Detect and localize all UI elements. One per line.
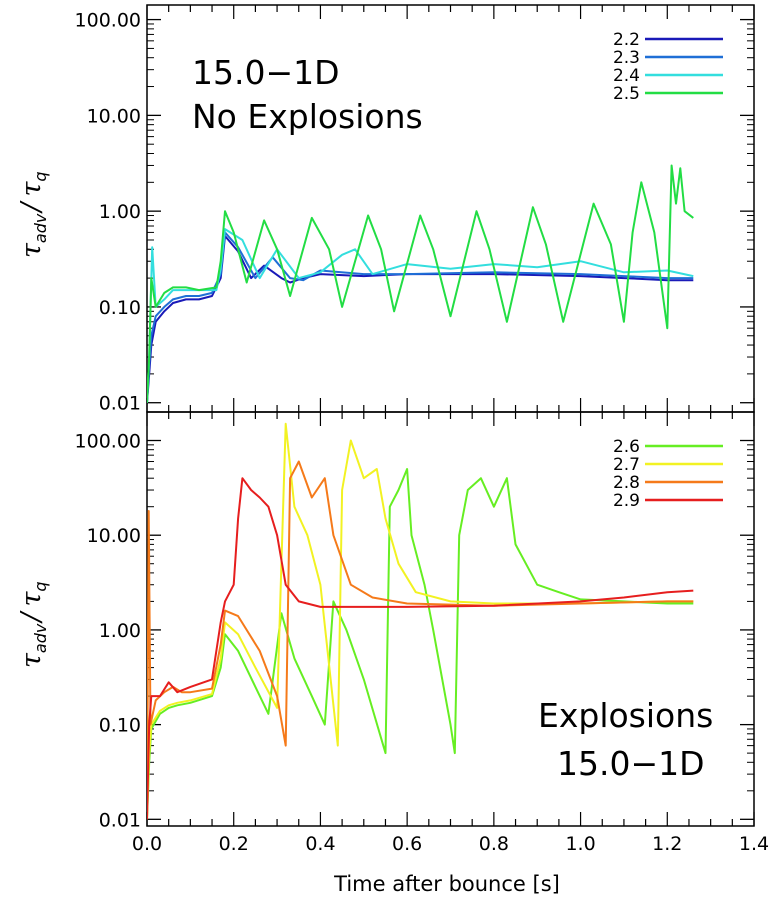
bottom-panel-annotation-1: Explosions — [538, 696, 713, 735]
series-line-2.2 — [147, 235, 694, 403]
bottom-y-axis-label: τadv/τq — [16, 581, 50, 668]
top-panel-annotation-1: 15.0−1D — [192, 53, 340, 92]
x-tick-label: 1.2 — [652, 833, 682, 855]
top-panel: 0.01 0.10 1.00 10.00 100.00 15.0−1D No Explo… — [16, 4, 755, 415]
x-tick-label: 0.6 — [392, 833, 422, 855]
legend-label: 2.4 — [613, 66, 640, 86]
legend-label: 2.2 — [613, 30, 640, 50]
x-tick-label: 0.8 — [479, 833, 509, 855]
legend-label: 2.3 — [613, 48, 640, 68]
bottom-legend: 2.62.72.82.9 — [613, 437, 723, 511]
x-tick-label: 0.2 — [219, 833, 249, 855]
y-tick-label: 10.00 — [87, 105, 141, 127]
legend-label: 2.8 — [613, 473, 640, 493]
y-tick-label: 100.00 — [75, 431, 141, 453]
legend-label: 2.9 — [613, 491, 640, 511]
x-tick-label: 1.4 — [739, 833, 769, 855]
y-tick-label: 0.01 — [99, 809, 141, 831]
x-tick-label: 1.0 — [565, 833, 595, 855]
legend-label: 2.5 — [613, 84, 640, 104]
y-tick-label: 1.00 — [99, 201, 141, 223]
series-line-2.3 — [147, 231, 694, 403]
y-tick-label: 100.00 — [75, 10, 141, 32]
series-line-2.7 — [147, 422, 694, 820]
top-panel-annotation-2: No Explosions — [192, 97, 423, 136]
x-tick-label: 0.4 — [305, 833, 335, 855]
legend-label: 2.7 — [613, 455, 640, 475]
series-line-2.9 — [147, 477, 694, 820]
legend-label: 2.6 — [613, 437, 640, 457]
y-tick-label: 0.10 — [99, 297, 141, 319]
series-line-2.5 — [147, 164, 694, 403]
top-legend: 2.22.32.42.5 — [613, 30, 723, 104]
series-line-2.4 — [147, 228, 694, 403]
y-tick-label: 10.00 — [87, 525, 141, 547]
bottom-panel-annotation-2: 15.0−1D — [557, 744, 705, 783]
series-line-2.8 — [147, 460, 694, 820]
x-tick-label: 0.0 — [132, 833, 162, 855]
bottom-panel: 0.01 0.10 1.00 10.00 100.00 0.0 0.2 0.4 0.6 0.8 1.… — [16, 411, 769, 896]
y-tick-label: 0.01 — [99, 393, 141, 415]
series-line-2.6 — [147, 468, 694, 820]
y-tick-label: 0.10 — [99, 715, 141, 737]
y-tick-label: 1.00 — [99, 620, 141, 642]
x-axis-label: Time after bounce [s] — [333, 872, 560, 896]
top-y-axis-label: τadv/τq — [16, 171, 50, 258]
